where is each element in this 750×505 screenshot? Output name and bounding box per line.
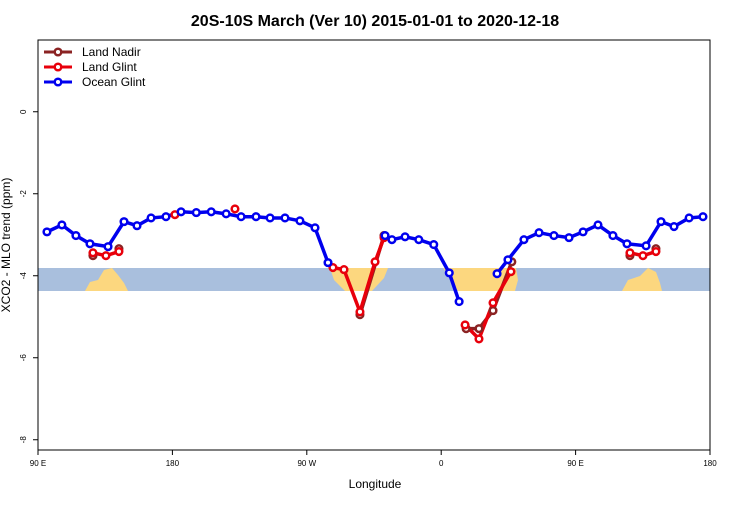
point	[444, 268, 454, 278]
point	[387, 235, 397, 245]
point	[460, 320, 470, 330]
legend-marker	[53, 47, 63, 57]
point	[323, 258, 333, 268]
x-tick-label: 90 E	[30, 459, 46, 468]
point	[114, 247, 124, 257]
x-tick-label: 0	[439, 459, 444, 468]
x-tick-label: 180	[166, 459, 180, 468]
point	[534, 228, 544, 238]
y-tick-label: 0	[19, 109, 28, 114]
point	[119, 217, 129, 227]
point	[488, 298, 498, 308]
point	[429, 240, 439, 250]
legend-label: Ocean Glint	[82, 75, 146, 89]
point	[414, 235, 424, 245]
point	[57, 220, 67, 230]
plot-frame	[37, 39, 711, 451]
point	[503, 255, 513, 265]
point	[380, 231, 390, 241]
point	[593, 220, 603, 230]
x-tick-label: 90 W	[297, 459, 316, 468]
point	[355, 307, 365, 317]
point	[42, 227, 52, 237]
legend-label: Land Nadir	[82, 45, 141, 59]
point	[101, 251, 111, 261]
point	[454, 297, 464, 307]
point	[519, 235, 529, 245]
land-shape	[622, 268, 662, 291]
point	[230, 204, 240, 214]
y-tick-label: -2	[19, 190, 28, 198]
point	[236, 212, 246, 222]
land-shape	[85, 268, 128, 291]
point	[656, 217, 666, 227]
point	[400, 232, 410, 242]
point	[328, 263, 338, 273]
point	[488, 306, 498, 316]
point	[622, 239, 632, 249]
point	[339, 265, 349, 275]
point	[161, 212, 171, 222]
point	[638, 251, 648, 261]
point	[564, 233, 574, 243]
legend-label: Land Glint	[82, 60, 137, 74]
point	[251, 212, 261, 222]
point	[684, 213, 694, 223]
point	[176, 207, 186, 217]
point	[265, 213, 275, 223]
point	[549, 231, 559, 241]
y-tick-label: -6	[19, 354, 28, 362]
x-tick-label: 180	[703, 459, 717, 468]
point	[698, 212, 708, 222]
point	[103, 242, 113, 252]
point	[492, 269, 502, 279]
chart-title: 20S-10S March (Ver 10) 2015-01-01 to 202…	[191, 13, 559, 30]
point	[641, 241, 651, 251]
point	[669, 222, 679, 232]
legend-marker	[53, 77, 63, 87]
point	[578, 227, 588, 237]
point	[651, 247, 661, 257]
y-tick-label: -4	[19, 272, 28, 280]
point	[206, 207, 216, 217]
series-line	[463, 270, 513, 343]
point	[71, 231, 81, 241]
x-tick-label: 90 E	[567, 459, 583, 468]
legend-marker	[53, 62, 63, 72]
point	[506, 267, 516, 277]
point	[310, 223, 320, 233]
point	[85, 239, 95, 249]
point	[280, 213, 290, 223]
point	[221, 209, 231, 219]
point	[474, 324, 484, 334]
point	[191, 208, 201, 218]
x-axis-label: Longitude	[349, 477, 402, 491]
point	[625, 248, 635, 258]
point	[474, 334, 484, 344]
point	[146, 213, 156, 223]
point	[88, 248, 98, 258]
y-axis-label: XCO2 - MLO trend (ppm)	[0, 178, 13, 313]
y-tick-label: -8	[19, 436, 28, 444]
point	[132, 221, 142, 231]
point	[295, 216, 305, 226]
point	[370, 257, 380, 267]
point	[608, 231, 618, 241]
